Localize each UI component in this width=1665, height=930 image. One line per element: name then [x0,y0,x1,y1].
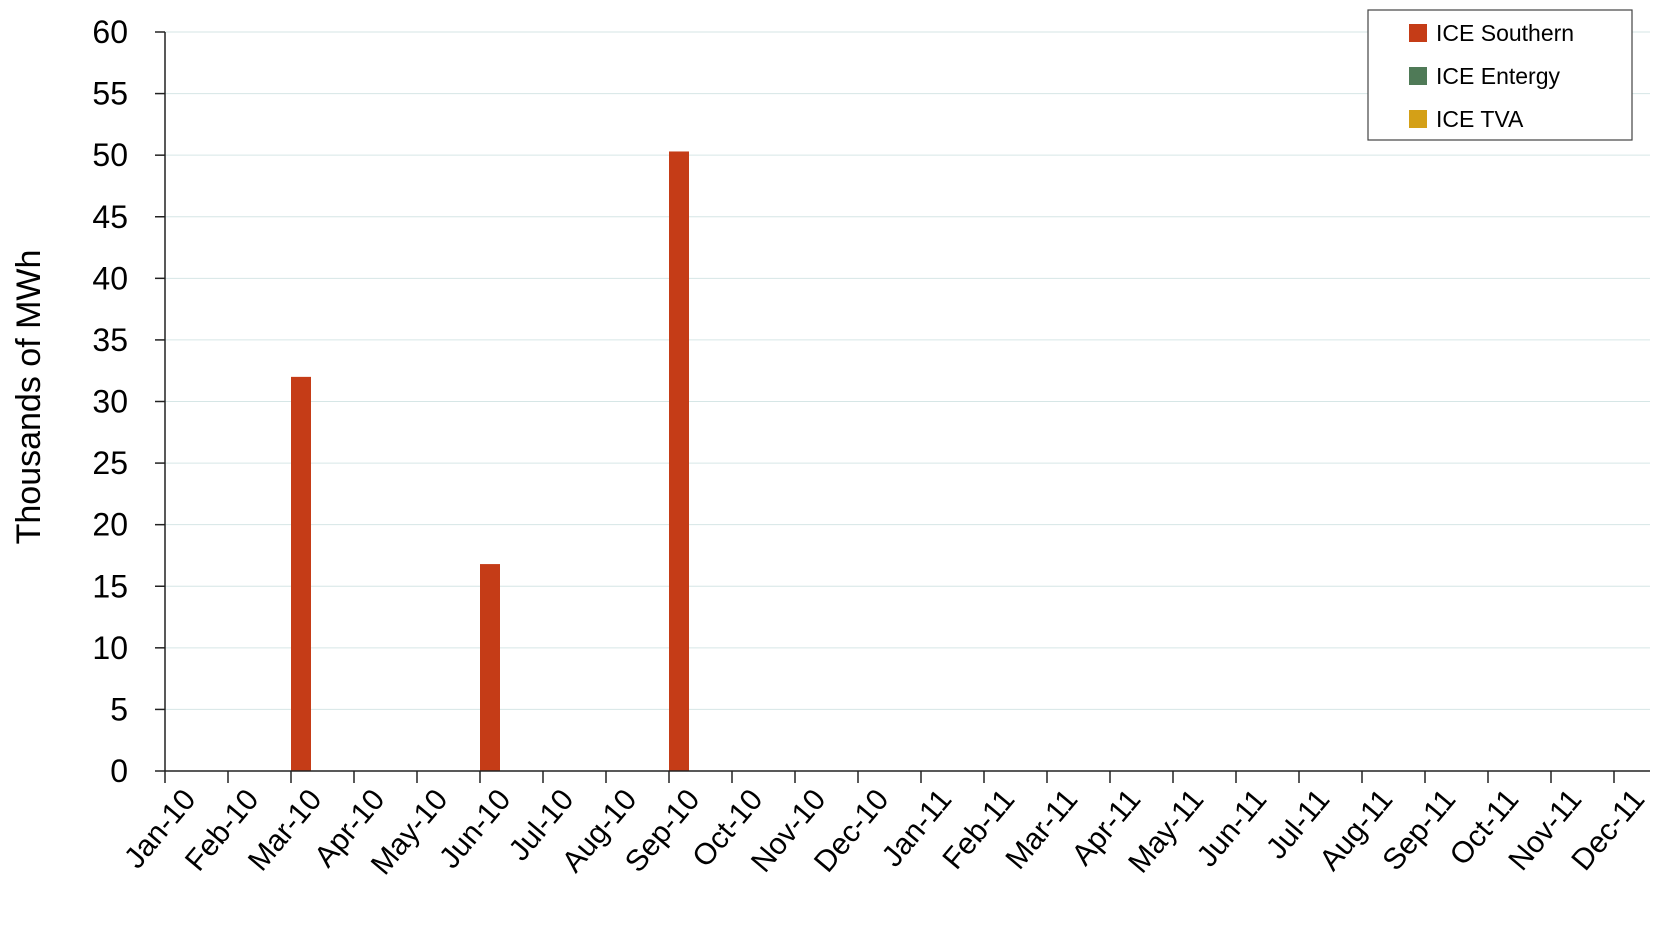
y-tick-labels: 0 5 10 15 20 25 30 35 40 45 50 55 60 [92,14,128,789]
y-tick-label: 50 [92,137,128,173]
x-tick-label: Jun-10 [433,783,517,874]
legend-label: ICE Southern [1436,20,1574,46]
y-tick-label: 25 [92,445,128,481]
axes [155,31,1650,783]
y-tick-label: 20 [92,507,128,543]
y-tick-label: 40 [92,260,128,296]
bar-ice-southern-may-10 [480,564,500,771]
legend-label: ICE TVA [1436,106,1524,132]
legend-swatch [1409,67,1427,85]
x-tick-labels: Jan-10Feb-10Mar-10Apr-10May-10Jun-10Jul-… [118,783,1651,881]
y-axis-title: Thousands of MWh [10,250,48,545]
legend-swatch [1409,24,1427,42]
y-tick-label: 30 [92,384,128,420]
bar-ice-southern-aug-10 [669,151,689,771]
gridlines [165,31,1650,710]
y-tick-label: 45 [92,199,128,235]
legend: ICE Southern ICE Entergy ICE TVA [1367,9,1633,141]
y-tick-label: 0 [110,753,128,789]
y-tick-label: 35 [92,322,128,358]
y-tick-label: 15 [92,568,128,604]
y-tick-label: 60 [92,14,128,50]
legend-label: ICE Entergy [1436,63,1560,89]
legend-swatch [1409,110,1427,128]
y-tick-label: 55 [92,76,128,112]
x-tick-label: Jun-11 [1191,783,1274,873]
y-tick-label: 10 [92,630,128,666]
y-tick-label: 5 [110,691,128,727]
bar-ice-southern-feb-10 [291,376,311,771]
bars [291,151,689,771]
